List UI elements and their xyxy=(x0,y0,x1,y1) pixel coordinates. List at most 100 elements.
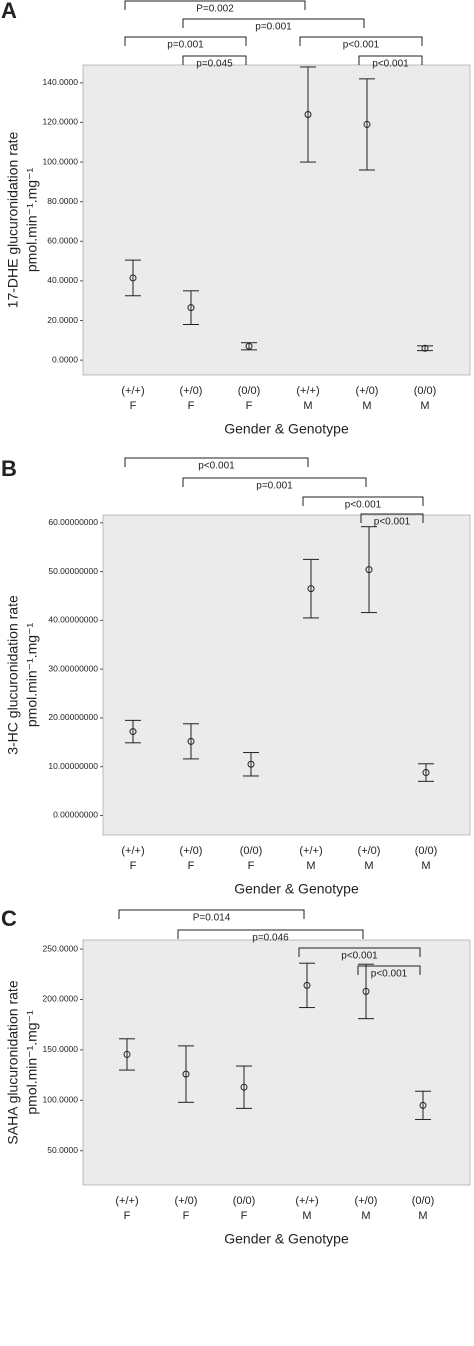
y-tick-label: 100.0000 xyxy=(43,156,79,166)
y-tick-label: 200.0000 xyxy=(43,994,79,1004)
x-tick-label: F xyxy=(124,1210,131,1222)
p-value: p=0.001 xyxy=(256,481,293,492)
x-tick-label: (+/0) xyxy=(175,1195,198,1207)
x-tick-label: (+/0) xyxy=(180,385,203,397)
x-tick-label: M xyxy=(302,1210,311,1222)
x-tick-label: (+/+) xyxy=(295,1195,318,1207)
mean-point xyxy=(363,120,371,128)
y-axis-label: pmol.min⁻¹.mg⁻¹ xyxy=(24,1010,40,1115)
p-value: p<0.001 xyxy=(374,517,411,528)
bracket xyxy=(302,496,424,506)
y-axis-label: 3-HC glucuronidation rate xyxy=(5,595,21,755)
y-axis-label: pmol.min⁻¹.mg⁻¹ xyxy=(24,168,40,273)
x-tick-label: F xyxy=(130,860,137,872)
panel-letter: B xyxy=(1,456,17,481)
x-tick-label: F xyxy=(130,400,137,412)
x-tick-label: (+/0) xyxy=(180,845,203,857)
x-tick-label: (+/0) xyxy=(355,1195,378,1207)
x-tick-label: (+/+) xyxy=(296,385,319,397)
y-tick-label: 0.0000 xyxy=(52,354,78,364)
x-tick-label: (0/0) xyxy=(238,385,261,397)
y-tick-label: 20.0000 xyxy=(47,315,78,325)
mean-point xyxy=(365,566,373,574)
bracket xyxy=(358,55,423,65)
mean-point xyxy=(307,585,315,593)
x-tick-label: F xyxy=(248,860,255,872)
y-tick-label: 120.0000 xyxy=(43,117,79,127)
mean-point xyxy=(362,987,370,995)
x-tick-label: (+/+) xyxy=(121,385,144,397)
panel-letter: C xyxy=(1,906,17,931)
x-tick-label: M xyxy=(361,1210,370,1222)
bracket xyxy=(360,513,424,523)
p-value: p=0.001 xyxy=(255,22,292,33)
bracket xyxy=(124,457,309,467)
bracket xyxy=(182,55,247,65)
y-tick-label: 80.0000 xyxy=(47,196,78,206)
y-tick-label: 10.00000000 xyxy=(48,761,98,771)
y-tick-label: 60.00000000 xyxy=(48,517,98,527)
p-value: p<0.001 xyxy=(372,59,409,70)
x-tick-label: (0/0) xyxy=(240,845,263,857)
y-tick-label: 40.0000 xyxy=(47,275,78,285)
p-value: p<0.001 xyxy=(345,500,382,511)
x-tick-label: (0/0) xyxy=(412,1195,435,1207)
p-value: p=0.046 xyxy=(252,933,289,944)
y-tick-label: 140.0000 xyxy=(43,77,79,87)
mean-point xyxy=(187,304,195,312)
x-tick-label: M xyxy=(420,400,429,412)
x-tick-label: F xyxy=(246,400,253,412)
mean-point xyxy=(187,737,195,745)
x-tick-label: M xyxy=(421,860,430,872)
p-value: p<0.001 xyxy=(198,461,235,472)
y-tick-label: 50.00000000 xyxy=(48,566,98,576)
bracket xyxy=(182,18,365,28)
x-tick-label: F xyxy=(241,1210,248,1222)
y-tick-label: 30.00000000 xyxy=(48,663,98,673)
plot-area xyxy=(102,514,471,836)
x-tick-label: (0/0) xyxy=(233,1195,256,1207)
mean-point xyxy=(182,1070,190,1078)
x-tick-label: (+/+) xyxy=(299,845,322,857)
bracket xyxy=(124,0,306,10)
p-value: P=0.002 xyxy=(196,4,234,15)
x-tick-label: (+/0) xyxy=(356,385,379,397)
y-tick-label: 100.0000 xyxy=(43,1095,79,1105)
mean-point xyxy=(247,760,255,768)
x-tick-label: (+/0) xyxy=(358,845,381,857)
p-value: p<0.001 xyxy=(371,969,408,980)
y-tick-label: 50.0000 xyxy=(47,1145,78,1155)
bracket xyxy=(357,965,421,975)
mean-point xyxy=(304,111,312,119)
y-tick-label: 40.00000000 xyxy=(48,615,98,625)
plot-area xyxy=(82,939,471,1186)
y-axis-label: pmol.min⁻¹.mg⁻¹ xyxy=(24,623,40,728)
y-tick-label: 150.0000 xyxy=(43,1044,79,1054)
p-value: p<0.001 xyxy=(341,951,378,962)
p-value: p=0.045 xyxy=(196,59,233,70)
y-tick-label: 60.0000 xyxy=(47,236,78,246)
x-tick-label: F xyxy=(188,400,195,412)
plot-area xyxy=(82,64,471,376)
mean-point xyxy=(240,1083,248,1091)
mean-point xyxy=(419,1101,427,1109)
y-axis-label: 17-DHE glucuronidation rate xyxy=(5,131,21,308)
bracket xyxy=(298,947,421,957)
bracket xyxy=(299,36,423,46)
x-tick-label: F xyxy=(188,860,195,872)
mean-point xyxy=(129,274,137,282)
x-tick-label: M xyxy=(303,400,312,412)
x-tick-label: (0/0) xyxy=(414,385,437,397)
bracket xyxy=(118,909,305,919)
x-tick-label: (0/0) xyxy=(415,845,438,857)
p-value: P=0.014 xyxy=(193,913,231,924)
y-tick-label: 20.00000000 xyxy=(48,712,98,722)
y-tick-label: 250.0000 xyxy=(43,943,79,953)
x-tick-label: M xyxy=(362,400,371,412)
bracket xyxy=(124,36,247,46)
panel-letter: A xyxy=(1,0,17,23)
mean-point xyxy=(422,769,430,777)
x-tick-label: M xyxy=(364,860,373,872)
p-value: p=0.001 xyxy=(167,40,204,51)
